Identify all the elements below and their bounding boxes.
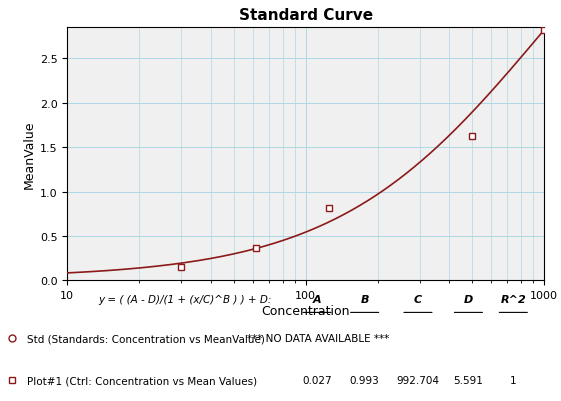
Text: B: B — [360, 294, 369, 304]
Title: Standard Curve: Standard Curve — [238, 8, 373, 23]
Text: 1: 1 — [510, 375, 517, 385]
Text: R^2: R^2 — [500, 294, 526, 304]
Y-axis label: MeanValue: MeanValue — [22, 120, 36, 188]
Text: D: D — [464, 294, 473, 304]
Text: Std (Standards: Concentration vs MeanValue): Std (Standards: Concentration vs MeanVal… — [27, 333, 265, 343]
Text: y = ( (A - D)/(1 + (x/C)^B ) ) + D:: y = ( (A - D)/(1 + (x/C)^B ) ) + D: — [98, 294, 272, 304]
Text: 0.027: 0.027 — [302, 375, 332, 385]
Text: Plot#1 (Ctrl: Concentration vs Mean Values): Plot#1 (Ctrl: Concentration vs Mean Valu… — [27, 375, 257, 385]
Text: A: A — [312, 294, 321, 304]
Text: 0.993: 0.993 — [350, 375, 380, 385]
Text: 992.704: 992.704 — [397, 375, 439, 385]
Text: 5.591: 5.591 — [453, 375, 484, 385]
Text: *** NO DATA AVAILABLE ***: *** NO DATA AVAILABLE *** — [247, 333, 389, 343]
Text: C: C — [414, 294, 422, 304]
X-axis label: Concentration: Concentration — [261, 304, 350, 318]
